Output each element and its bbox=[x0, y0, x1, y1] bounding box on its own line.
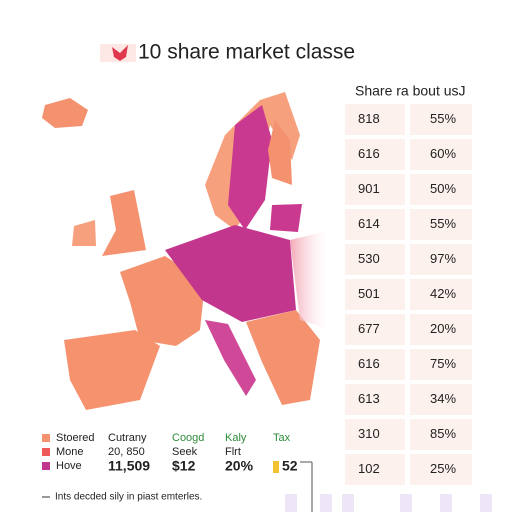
deco-bar bbox=[440, 494, 452, 512]
page-title: 10 share market classe bbox=[138, 41, 355, 64]
region bbox=[205, 320, 256, 396]
map bbox=[42, 92, 332, 410]
cell-value: 677 bbox=[358, 321, 380, 336]
cell bbox=[410, 419, 472, 450]
stat-sub: 20, 850 bbox=[108, 446, 145, 458]
legend-label: Stoered bbox=[56, 432, 95, 444]
stat-sub: Flrt bbox=[225, 446, 241, 458]
cell-value: 42% bbox=[430, 286, 456, 301]
stat-sub: Seek bbox=[172, 446, 198, 458]
deco-bar bbox=[285, 494, 297, 512]
region bbox=[64, 330, 160, 410]
cell bbox=[410, 244, 472, 275]
cell-value: 60% bbox=[430, 146, 456, 161]
region bbox=[268, 120, 292, 185]
stat-label: Coogd bbox=[172, 432, 204, 444]
cell-value: 75% bbox=[430, 356, 456, 371]
cell bbox=[345, 209, 405, 240]
cell-value: 616 bbox=[358, 146, 380, 161]
stat-label: Tax bbox=[273, 432, 291, 444]
region bbox=[165, 225, 296, 322]
cell-value: 20% bbox=[430, 321, 456, 336]
stat-label: Kaly bbox=[225, 432, 247, 444]
cell bbox=[410, 104, 472, 135]
region bbox=[42, 98, 88, 128]
cell-value: 901 bbox=[358, 181, 380, 196]
region bbox=[72, 220, 96, 246]
stat-label: Cutrany bbox=[108, 432, 147, 444]
title-icon bbox=[112, 45, 128, 61]
table-title: Share ra bout usJ bbox=[355, 83, 466, 99]
region bbox=[290, 230, 332, 330]
region bbox=[102, 190, 146, 256]
cell bbox=[410, 279, 472, 310]
region bbox=[246, 310, 320, 405]
cell bbox=[345, 139, 405, 170]
cell-value: 310 bbox=[358, 426, 380, 441]
stat-value: 52 bbox=[282, 458, 298, 474]
deco-bar bbox=[320, 494, 332, 512]
cell-value: 50% bbox=[430, 181, 456, 196]
legend-swatch bbox=[42, 462, 50, 470]
deco-bar bbox=[480, 494, 492, 512]
cell bbox=[345, 314, 405, 345]
cell bbox=[410, 174, 472, 205]
region bbox=[120, 256, 205, 346]
region bbox=[228, 105, 272, 230]
cell-value: 25% bbox=[430, 461, 456, 476]
legend-label: Mone bbox=[56, 446, 84, 458]
deco-bar bbox=[400, 494, 412, 512]
legend-swatch bbox=[42, 434, 50, 442]
cell bbox=[345, 419, 405, 450]
cell bbox=[345, 279, 405, 310]
cell-value: 34% bbox=[430, 391, 456, 406]
cell-value: 818 bbox=[358, 111, 380, 126]
cell-value: 501 bbox=[358, 286, 380, 301]
stat-value: 20% bbox=[225, 458, 254, 474]
cell bbox=[345, 349, 405, 380]
cell bbox=[410, 454, 472, 485]
cell bbox=[345, 244, 405, 275]
cell-value: 613 bbox=[358, 391, 380, 406]
footnote: Ints decded sily in piast emterles. bbox=[55, 492, 202, 503]
cell bbox=[410, 384, 472, 415]
stat-value: 11,509 bbox=[108, 458, 150, 474]
cell-value: 102 bbox=[358, 461, 380, 476]
cell bbox=[345, 174, 405, 205]
cell-value: 616 bbox=[358, 356, 380, 371]
cell bbox=[410, 209, 472, 240]
cell bbox=[410, 314, 472, 345]
cell-value: 530 bbox=[358, 251, 380, 266]
cell bbox=[345, 454, 405, 485]
deco-bar bbox=[342, 494, 354, 512]
cell bbox=[345, 384, 405, 415]
legend-swatch bbox=[42, 448, 50, 456]
cell bbox=[345, 104, 405, 135]
legend-label: Hove bbox=[56, 460, 82, 472]
cell-value: 97% bbox=[430, 251, 456, 266]
stat-marker bbox=[273, 461, 279, 473]
cell bbox=[410, 139, 472, 170]
cell-value: 614 bbox=[358, 216, 380, 231]
bottom-bars bbox=[285, 494, 492, 512]
region bbox=[270, 204, 302, 232]
cell bbox=[410, 349, 472, 380]
cell-value: 85% bbox=[430, 426, 456, 441]
cell-value: 55% bbox=[430, 111, 456, 126]
cell-value: 55% bbox=[430, 216, 456, 231]
stat-value: $12 bbox=[172, 458, 196, 474]
